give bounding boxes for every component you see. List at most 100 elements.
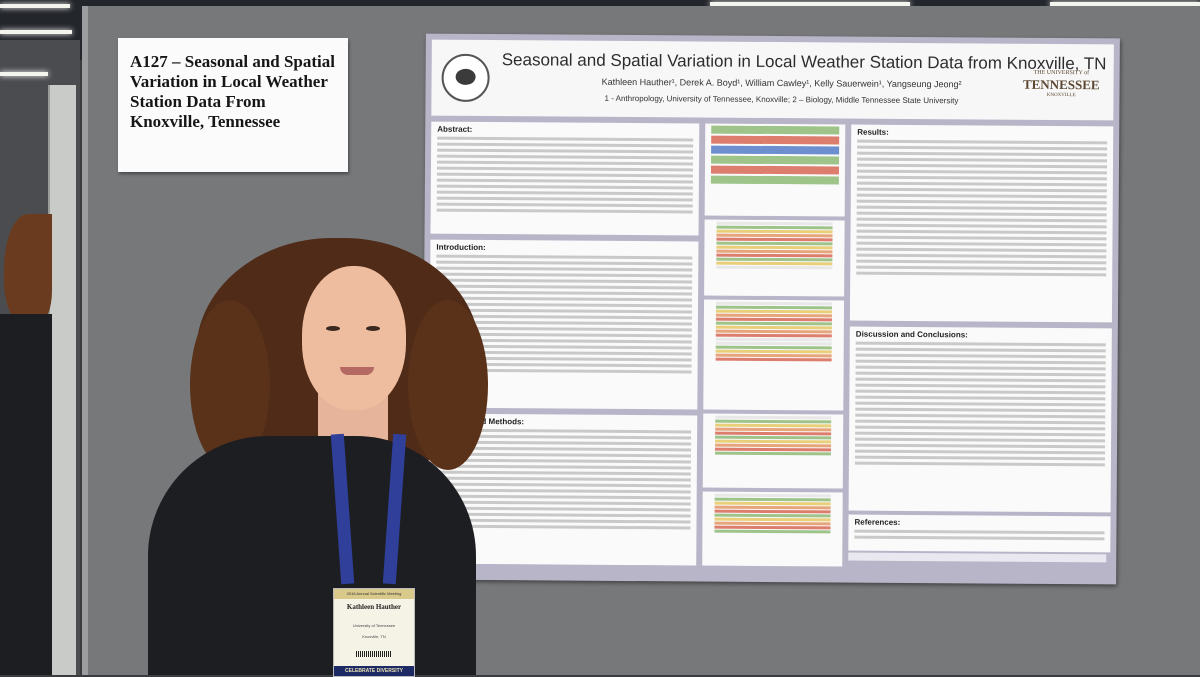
discussion-heading: Discussion and Conclusions: xyxy=(855,329,968,340)
text-line xyxy=(856,199,1107,205)
text-line xyxy=(855,401,1106,407)
poster-header: Seasonal and Spatial Variation in Local … xyxy=(431,39,1114,121)
text-line xyxy=(856,229,1107,235)
person-eye-left xyxy=(326,326,340,331)
text-line xyxy=(857,139,1108,145)
figure-strip xyxy=(711,125,840,135)
research-poster: Seasonal and Spatial Variation in Local … xyxy=(422,33,1120,585)
text-line xyxy=(857,157,1108,163)
person-face xyxy=(302,266,406,410)
poster-number-sign: A127 – Seasonal and Spatial Variation in… xyxy=(118,38,348,172)
figure-table-2 xyxy=(704,219,845,297)
figure-table-4 xyxy=(702,413,844,489)
text-line xyxy=(855,389,1106,395)
badge-barcode xyxy=(356,651,392,657)
anthropology-logo xyxy=(441,53,490,103)
text-line xyxy=(856,193,1107,199)
text-line xyxy=(855,371,1106,377)
text-line xyxy=(856,187,1107,193)
results-table xyxy=(715,301,833,362)
ceiling-light xyxy=(710,2,910,6)
text-line xyxy=(854,449,1106,455)
text-line xyxy=(436,196,693,202)
abstract-section: Abstract: xyxy=(430,121,700,236)
text-line xyxy=(855,359,1106,365)
text-line xyxy=(854,461,1105,467)
text-line xyxy=(434,452,691,458)
ceiling-light xyxy=(1050,2,1200,6)
text-line xyxy=(436,272,693,278)
badge-name: Kathleen Hauther xyxy=(346,603,402,611)
text-line xyxy=(856,235,1107,241)
person-eye-right xyxy=(366,326,380,331)
badge-city: Knoxville, TN xyxy=(362,634,386,639)
text-line xyxy=(434,512,691,518)
person-hair-right xyxy=(408,300,488,470)
poster-affiliations: 1 - Anthropology, University of Tennesse… xyxy=(604,93,959,106)
person-smile xyxy=(340,367,374,375)
badge-header: 2016 Annual Scientific Meeting xyxy=(334,589,414,599)
abstract-heading: Abstract: xyxy=(437,124,473,134)
ceiling-light xyxy=(0,72,48,76)
text-line xyxy=(856,259,1107,265)
logo-emblem xyxy=(455,68,476,85)
text-line xyxy=(854,455,1105,461)
background-person xyxy=(0,214,52,675)
text-line xyxy=(855,347,1106,353)
text-line xyxy=(857,151,1108,157)
figure-table-3 xyxy=(703,299,845,411)
badge-institution: University of Tennessee xyxy=(352,623,396,628)
text-line xyxy=(434,506,691,512)
text-line xyxy=(855,443,1106,449)
text-line xyxy=(436,202,693,208)
text-line xyxy=(855,377,1106,383)
poster-board-frame xyxy=(82,6,88,675)
text-line xyxy=(856,265,1107,271)
text-line xyxy=(856,247,1107,253)
text-line xyxy=(856,163,1108,169)
text-line xyxy=(436,208,693,214)
text-line xyxy=(434,494,691,500)
figure-strip xyxy=(711,155,840,165)
background-person-body xyxy=(0,314,52,675)
text-line xyxy=(855,383,1106,389)
poster-authors: Kathleen Hauther¹, Derek A. Boyd¹, Willi… xyxy=(601,76,962,90)
text-line xyxy=(856,175,1107,181)
results-table xyxy=(716,221,833,270)
text-line xyxy=(436,166,693,172)
text-line xyxy=(436,302,693,308)
name-badge: 2016 Annual Scientific Meeting Kathleen … xyxy=(333,588,415,677)
poster-title: Seasonal and Spatial Variation in Local … xyxy=(501,50,1107,74)
poster-footer xyxy=(848,552,1107,563)
text-line xyxy=(855,353,1106,359)
ceiling-light xyxy=(0,30,72,34)
references-heading: References: xyxy=(854,517,901,527)
text-line xyxy=(856,241,1107,247)
figure-temperature-timeline xyxy=(704,123,846,217)
text-line xyxy=(437,148,694,154)
text-line xyxy=(434,464,691,470)
introduction-heading: Introduction: xyxy=(436,242,486,253)
figure-strip xyxy=(711,135,840,145)
text-line xyxy=(436,278,693,284)
text-line xyxy=(434,470,691,476)
text-line xyxy=(436,172,693,178)
figure-table-5 xyxy=(702,491,843,567)
text-line xyxy=(435,314,692,320)
results-section: Results: xyxy=(849,124,1114,323)
text-line xyxy=(436,266,693,272)
text-line xyxy=(856,217,1107,223)
text-line xyxy=(436,284,693,290)
text-line xyxy=(436,184,693,190)
text-line xyxy=(437,142,694,148)
university-logo: THE UNIVERSITY of TENNESSEE KNOXVILLE xyxy=(1023,68,1100,102)
text-line xyxy=(856,253,1107,259)
text-line xyxy=(434,518,691,524)
results-table xyxy=(714,415,832,456)
sign-title: A127 – Seasonal and Spatial Variation in… xyxy=(130,52,335,131)
pillar xyxy=(48,85,76,675)
text-line xyxy=(855,425,1106,431)
text-line xyxy=(854,529,1105,535)
text-line xyxy=(856,211,1107,217)
text-line xyxy=(856,205,1107,211)
